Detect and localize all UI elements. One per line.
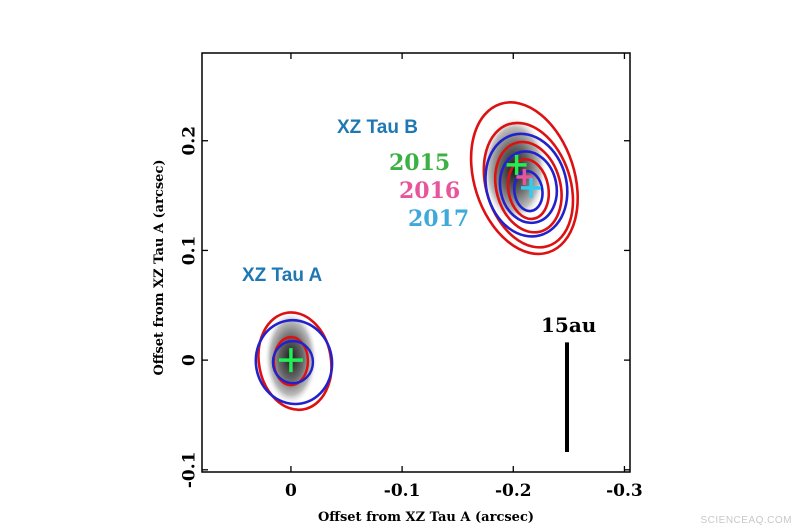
contour-b-0 xyxy=(469,101,580,256)
contour-b-5 xyxy=(506,158,551,221)
y-tick-label-0: -0.1 xyxy=(180,451,200,488)
watermark: SCIENCEAQ.COM xyxy=(700,515,792,526)
label-xz-tau-b: XZ Tau B xyxy=(337,117,418,138)
y-axis-title: Offset from XZ Tau A (arcsec) xyxy=(152,159,167,375)
contour-a-blue-outer xyxy=(254,318,334,406)
contour-b-2 xyxy=(484,132,569,238)
scale-bar-label: 15au xyxy=(541,313,596,337)
y-tick-label-2: 0.1 xyxy=(180,236,200,266)
marker-epoch-2015 xyxy=(506,154,527,175)
x-tick-label-0: 0 xyxy=(285,481,297,501)
y-tick-label-3: 0.2 xyxy=(180,126,200,156)
x-tick-label-1: -0.1 xyxy=(384,481,421,501)
marker-epoch-2016 xyxy=(516,168,533,185)
label-year-2017: 2017 xyxy=(408,206,469,232)
label-year-2015: 2015 xyxy=(389,150,450,176)
y-tick-label-1: 0 xyxy=(180,354,200,366)
contour-a-blue-inner xyxy=(271,339,315,385)
contour-b-4 xyxy=(498,150,559,225)
marker-xz-tau-a xyxy=(278,348,303,373)
marker-epoch-2017 xyxy=(521,177,542,198)
x-axis-title: Offset from XZ Tau A (arcsec) xyxy=(318,510,534,525)
x-tick-label-3: -0.3 xyxy=(606,481,643,501)
label-year-2016: 2016 xyxy=(399,178,460,204)
x-tick-label-2: -0.2 xyxy=(495,481,532,501)
label-xz-tau-a: XZ Tau A xyxy=(242,265,323,286)
plot-frame xyxy=(201,52,631,473)
contour-b-3 xyxy=(493,140,563,234)
